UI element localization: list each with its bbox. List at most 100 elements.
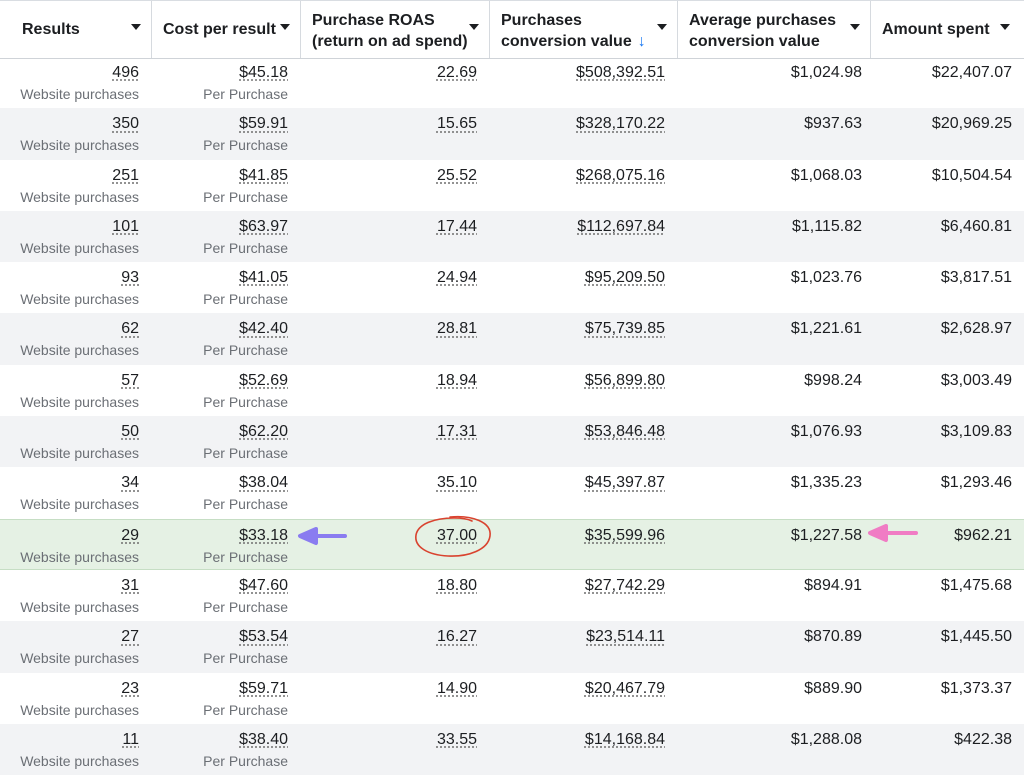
- average-purchases-conversion-value: $1,068.03: [790, 166, 862, 184]
- purchase-roas-value[interactable]: 18.80: [436, 576, 477, 594]
- results-value[interactable]: 101: [112, 217, 139, 235]
- caret-down-icon[interactable]: [469, 24, 479, 30]
- caret-down-icon[interactable]: [850, 24, 860, 30]
- purchases-conversion-value[interactable]: $35,599.96: [584, 526, 665, 544]
- column-label: Average purchases conversion value: [689, 10, 836, 52]
- results-value[interactable]: 34: [121, 474, 139, 492]
- column-header-purchases-conversion-value[interactable]: Purchases conversion value ↓: [490, 1, 678, 58]
- purchase-roas-value[interactable]: 15.65: [436, 115, 477, 133]
- column-label: Results: [22, 21, 80, 38]
- purchase-roas-value[interactable]: 28.81: [436, 320, 477, 338]
- cost-per-result-value[interactable]: $52.69: [239, 371, 288, 389]
- purchase-roas-value[interactable]: 37.00: [436, 526, 477, 544]
- purchases-conversion-value[interactable]: $75,739.85: [584, 320, 665, 338]
- table-row[interactable]: 101 Website purchases $63.97 Per Purchase 17…: [0, 210, 1024, 263]
- results-value[interactable]: 57: [121, 371, 139, 389]
- table-row[interactable]: 496 Website purchases $45.18 Per Purchase 22…: [0, 57, 1024, 108]
- results-value[interactable]: 29: [121, 526, 139, 544]
- purchases-conversion-value[interactable]: $328,170.22: [576, 115, 665, 133]
- purchases-conversion-value[interactable]: $268,075.16: [576, 166, 665, 184]
- caret-down-icon[interactable]: [280, 24, 290, 30]
- amount-spent-value: $1,475.68: [940, 576, 1012, 594]
- column-header-results[interactable]: Results: [0, 1, 152, 58]
- table-header: Results Cost per result Purchase ROAS (r…: [0, 0, 1024, 59]
- table-row[interactable]: 11 Website purchases $38.40 Per Purchase 33.…: [0, 723, 1024, 776]
- purchases-conversion-value[interactable]: $45,397.87: [584, 474, 665, 492]
- purchases-conversion-value[interactable]: $112,697.84: [577, 217, 665, 235]
- column-header-amount-spent[interactable]: Amount spent: [871, 1, 1024, 58]
- average-purchases-conversion-value: $1,288.08: [790, 730, 862, 748]
- cost-per-result-value[interactable]: $47.60: [239, 576, 288, 594]
- cost-per-result-value[interactable]: $41.05: [239, 269, 288, 287]
- average-purchases-conversion-value: $1,221.61: [790, 320, 862, 338]
- purchases-conversion-value[interactable]: $508,392.51: [576, 64, 665, 81]
- cost-per-result-value[interactable]: $59.71: [239, 679, 288, 697]
- purchases-conversion-value[interactable]: $27,742.29: [584, 576, 665, 594]
- cost-per-result-unit-label: Per Purchase: [203, 137, 288, 154]
- purchases-conversion-value[interactable]: $56,899.80: [584, 371, 665, 389]
- purchases-conversion-value[interactable]: $95,209.50: [584, 269, 665, 287]
- cost-per-result-value[interactable]: $33.18: [239, 526, 288, 544]
- table-row[interactable]: 29 Website purchases $33.18 Per Purchase 37.…: [0, 518, 1024, 570]
- purchases-conversion-value[interactable]: $53,846.48: [584, 423, 665, 441]
- table-row[interactable]: 31 Website purchases $47.60 Per Purchase 18.…: [0, 570, 1024, 621]
- results-value[interactable]: 50: [121, 423, 139, 441]
- caret-down-icon[interactable]: [131, 24, 141, 30]
- column-header-average-purchases-conversion-value[interactable]: Average purchases conversion value: [678, 1, 871, 58]
- results-value[interactable]: 496: [112, 64, 139, 81]
- table-row[interactable]: 27 Website purchases $53.54 Per Purchase 16.…: [0, 621, 1024, 673]
- column-label-line1: Purchases: [501, 12, 582, 29]
- cost-per-result-value[interactable]: $63.97: [239, 217, 288, 235]
- table-row[interactable]: 34 Website purchases $38.04 Per Purchase 35.…: [0, 467, 1024, 518]
- purchase-roas-value[interactable]: 14.90: [436, 679, 477, 697]
- cost-per-result-unit-label: Per Purchase: [203, 598, 288, 615]
- sort-descending-icon[interactable]: ↓: [637, 33, 646, 50]
- results-value[interactable]: 350: [112, 115, 139, 133]
- results-value[interactable]: 251: [112, 166, 139, 184]
- caret-down-icon[interactable]: [1000, 24, 1010, 30]
- results-value[interactable]: 27: [121, 628, 139, 646]
- cost-per-result-value[interactable]: $38.04: [239, 474, 288, 492]
- results-type-label: Website purchases: [20, 86, 139, 102]
- table-row[interactable]: 350 Website purchases $59.91 Per Purchase 15…: [0, 108, 1024, 160]
- cost-per-result-value[interactable]: $62.20: [239, 423, 288, 441]
- column-label: Amount spent: [882, 21, 990, 38]
- cost-per-result-value[interactable]: $41.85: [239, 166, 288, 184]
- column-header-purchase-roas[interactable]: Purchase ROAS (return on ad spend): [301, 1, 490, 58]
- purchase-roas-value[interactable]: 25.52: [436, 166, 477, 184]
- table-row[interactable]: 93 Website purchases $41.05 Per Purchase 24.…: [0, 262, 1024, 313]
- cost-per-result-value[interactable]: $38.40: [239, 730, 288, 748]
- purchase-roas-value[interactable]: 16.27: [436, 628, 477, 646]
- results-type-label: Website purchases: [20, 342, 139, 359]
- results-type-label: Website purchases: [20, 393, 139, 410]
- cost-per-result-value[interactable]: $45.18: [239, 64, 288, 81]
- table-row[interactable]: 251 Website purchases $41.85 Per Purchase 25…: [0, 160, 1024, 211]
- purchase-roas-value[interactable]: 35.10: [436, 474, 477, 492]
- table-row[interactable]: 50 Website purchases $62.20 Per Purchase 17.…: [0, 416, 1024, 468]
- cost-per-result-value[interactable]: $42.40: [239, 320, 288, 338]
- cost-per-result-unit-label: Per Purchase: [203, 342, 288, 359]
- results-value[interactable]: 31: [121, 576, 139, 594]
- results-value[interactable]: 11: [122, 730, 139, 748]
- table-body: 496 Website purchases $45.18 Per Purchase 22…: [0, 57, 1024, 776]
- purchase-roas-value[interactable]: 18.94: [436, 371, 477, 389]
- purchases-conversion-value[interactable]: $20,467.79: [584, 679, 665, 697]
- purchase-roas-value[interactable]: 33.55: [436, 730, 477, 748]
- table-row[interactable]: 57 Website purchases $52.69 Per Purchase 18.…: [0, 365, 1024, 416]
- results-value[interactable]: 62: [121, 320, 139, 338]
- table-row[interactable]: 62 Website purchases $42.40 Per Purchase 28.…: [0, 313, 1024, 365]
- purchase-roas-value[interactable]: 17.31: [436, 423, 477, 441]
- purchase-roas-value[interactable]: 22.69: [436, 64, 477, 81]
- caret-down-icon[interactable]: [657, 24, 667, 30]
- column-header-cost-per-result[interactable]: Cost per result: [152, 1, 301, 58]
- cost-per-result-value[interactable]: $53.54: [239, 628, 288, 646]
- purchases-conversion-value[interactable]: $14,168.84: [584, 730, 665, 748]
- table-row[interactable]: 23 Website purchases $59.71 Per Purchase 14.…: [0, 673, 1024, 724]
- purchases-conversion-value[interactable]: $23,514.11: [586, 628, 665, 646]
- cost-per-result-value[interactable]: $59.91: [239, 115, 288, 133]
- results-value[interactable]: 23: [121, 679, 139, 697]
- purchase-roas-value[interactable]: 24.94: [436, 269, 477, 287]
- purchase-roas-value[interactable]: 17.44: [436, 217, 477, 235]
- average-purchases-conversion-value: $998.24: [804, 371, 862, 389]
- results-value[interactable]: 93: [121, 269, 139, 287]
